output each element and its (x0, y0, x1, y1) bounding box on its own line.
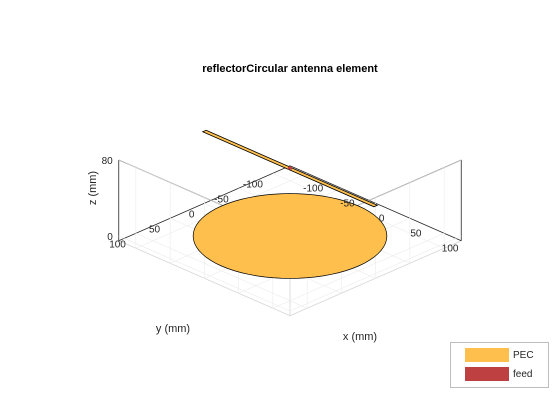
x-tick-label: 100 (442, 243, 459, 254)
y-tick-label: 50 (149, 224, 161, 235)
feed-point (288, 166, 292, 170)
chart-title: reflectorCircular antenna element (202, 63, 378, 75)
x-axis-label: x (mm) (343, 331, 377, 343)
legend-item-pec: PEC (465, 348, 534, 362)
legend-label-feed: feed (513, 368, 533, 380)
z-axis-label: z (mm) (87, 171, 99, 205)
x-tick-label: -100 (303, 183, 323, 194)
z-tick-label: 0 (107, 232, 113, 243)
legend-swatch-pec (465, 348, 509, 362)
z-grid-side (289, 235, 462, 312)
legend: PEC feed (450, 342, 549, 388)
x-tick-label: -50 (340, 198, 355, 209)
z-tick-label: 80 (102, 156, 114, 167)
y-tick-label: -100 (243, 179, 263, 190)
y-tick-label: 100 (109, 239, 126, 250)
x-tick-label: 50 (410, 228, 422, 239)
x-grid-floor (272, 232, 445, 309)
y-tick-label: 0 (189, 209, 195, 220)
y-grid-floor (135, 232, 308, 309)
y-tick-label: -50 (214, 194, 229, 205)
legend-swatch-feed (465, 367, 509, 381)
antenna-geometry (192, 129, 388, 279)
reflector-disc (192, 193, 388, 279)
legend-item-feed: feed (465, 367, 532, 381)
x-tick-label: 0 (379, 213, 385, 224)
z-grid-back (118, 235, 291, 312)
y-axis-label: y (mm) (156, 323, 190, 335)
legend-label-pec: PEC (513, 349, 534, 361)
